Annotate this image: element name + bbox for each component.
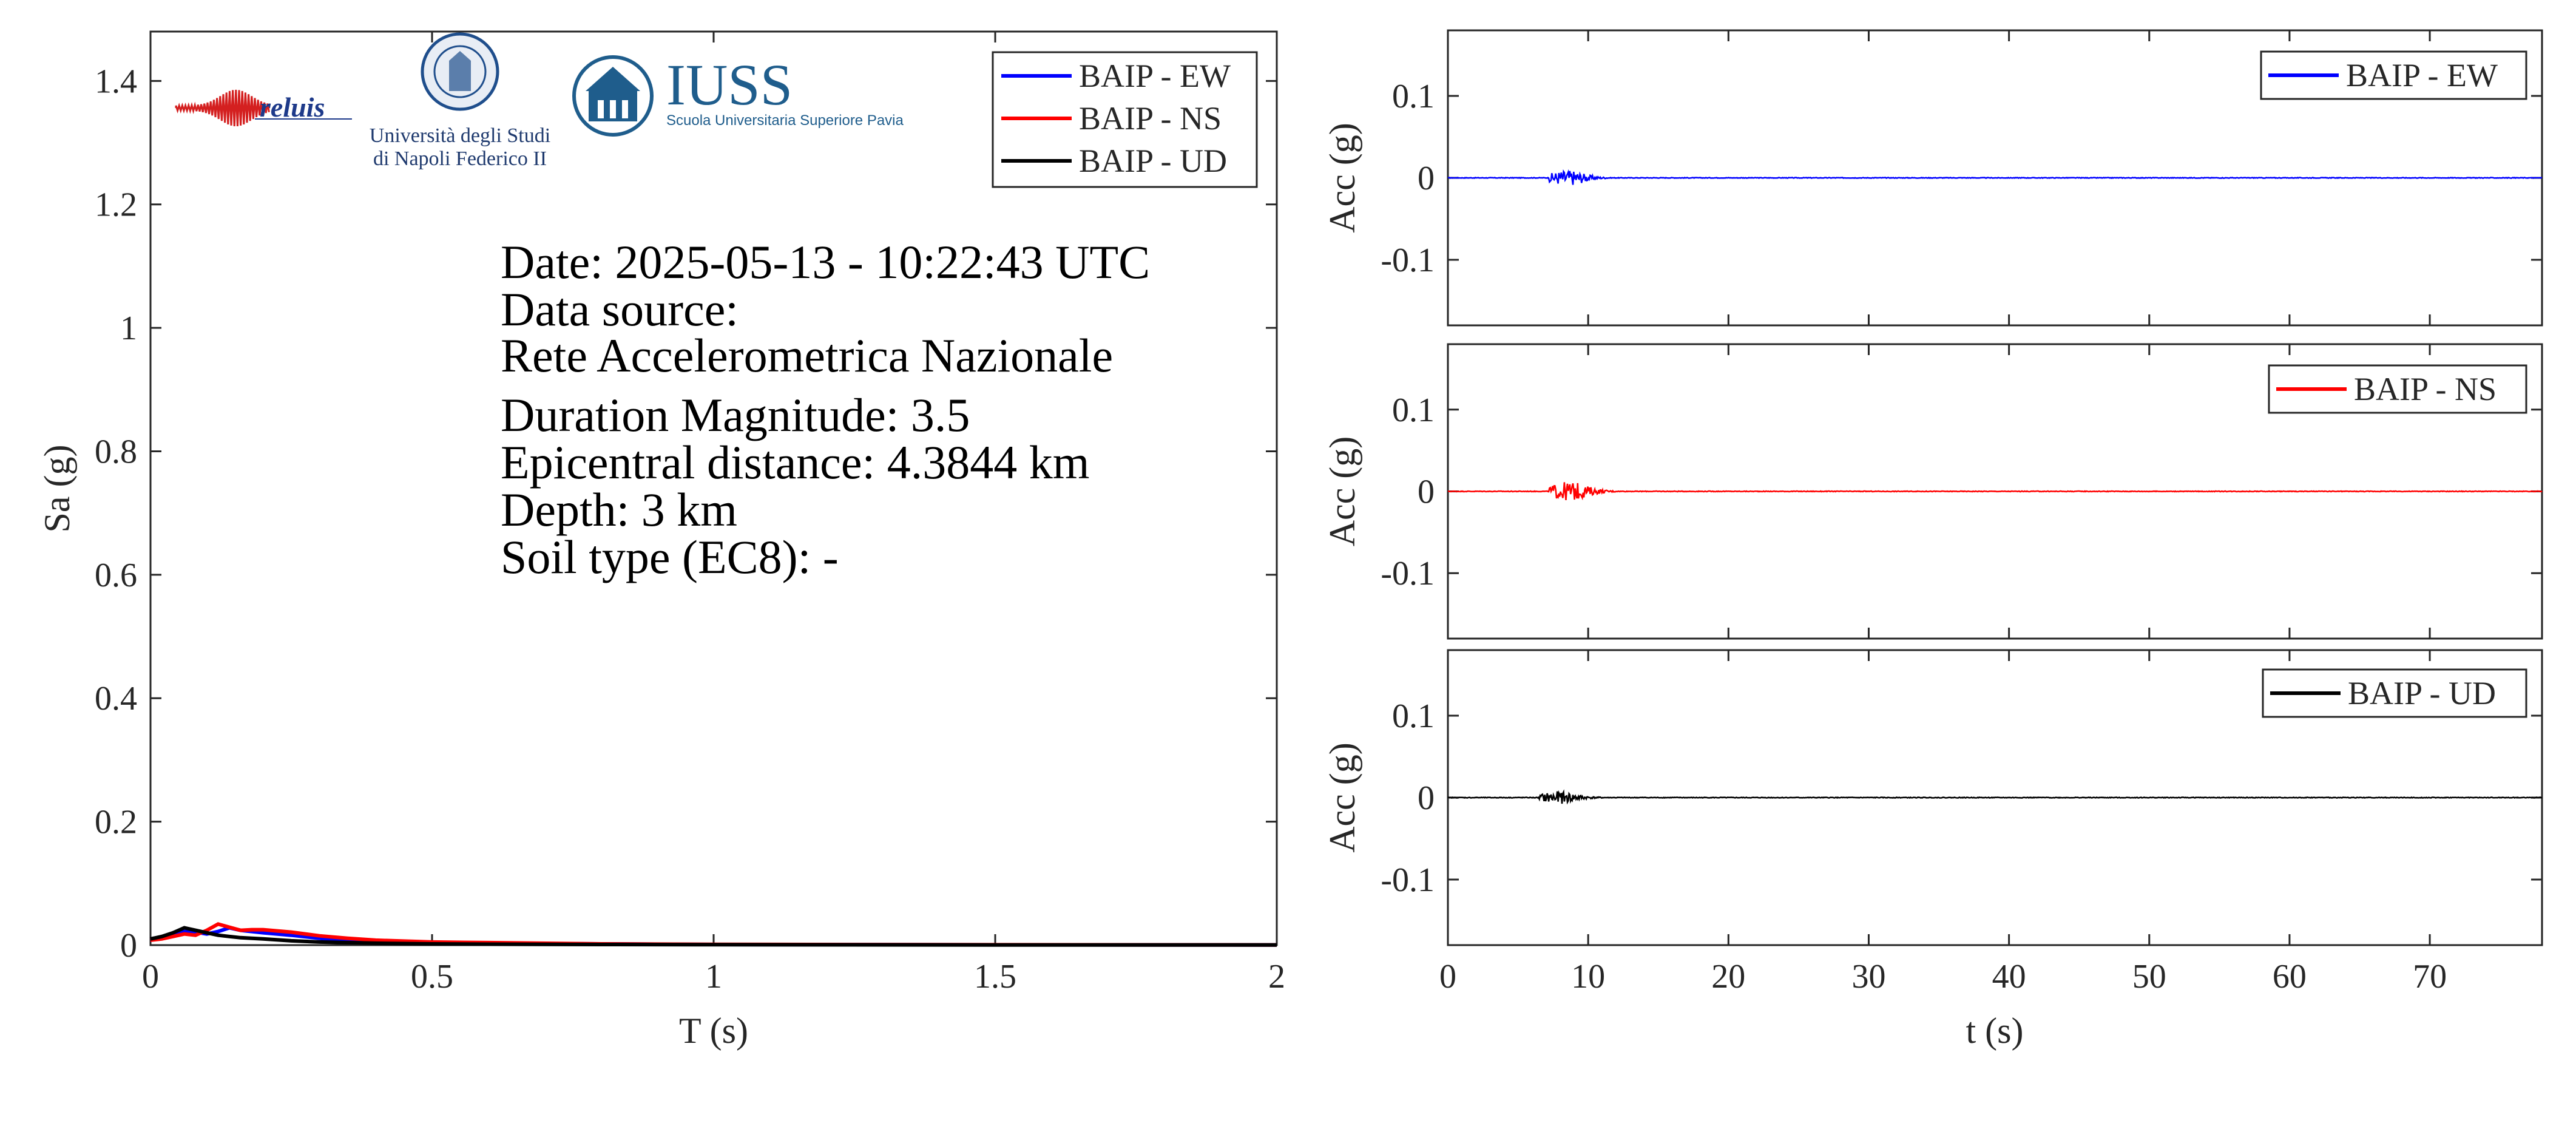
acceleration-charts: -0.1 0 0.1 Acc (g) BAIP - EW -0.1 0 0.1 Acc (g) B…: [1322, 29, 2543, 995]
iuss-emblem-icon: [572, 55, 654, 137]
acc-y-axis-label: Acc (g): [1322, 123, 1362, 233]
acc-legend-label: BAIP - EW: [2346, 57, 2498, 93]
acc-x-tick-label: 70: [2413, 958, 2447, 995]
info-date: Date: 2025-05-13 - 10:22:43 UTC: [501, 236, 1150, 288]
acc-trace-ew: [1447, 169, 2542, 185]
unina-logo: Università degli Studi di Napoli Federic…: [370, 32, 550, 170]
spectrum-x-tick-label: 0.5: [411, 958, 453, 995]
acc-y-axis-label: Acc (g): [1322, 742, 1362, 853]
spectrum-x-tick-label: 1.5: [974, 958, 1016, 995]
spectrum-y-tick-label: 1.4: [95, 63, 137, 100]
info-soil: Soil type (EC8): -: [501, 531, 839, 583]
acc-legend-label: BAIP - UD: [2348, 675, 2496, 711]
acc-y-tick-label: 0: [1418, 779, 1435, 817]
spectrum-x-tick-label: 0: [142, 958, 159, 995]
legend-label-ud: BAIP - UD: [1079, 143, 1227, 179]
unina-name-line2: di Napoli Federico II: [373, 148, 547, 170]
acc-y-tick-label: 0.1: [1392, 697, 1435, 735]
legend-label-ew: BAIP - EW: [1079, 58, 1231, 94]
acc-x-tick-label: 30: [1851, 958, 1885, 995]
spectrum-y-tick-label: 0: [120, 927, 137, 965]
acc-legend-ns: BAIP - NS: [2268, 364, 2527, 414]
spectrum-series-ud: [150, 926, 1277, 947]
iuss-wordmark: IUSS: [666, 52, 793, 117]
info-magnitude: Duration Magnitude: 3.5: [501, 388, 970, 441]
iuss-logo: IUSS Scuola Universitaria Superiore Pavi…: [572, 52, 904, 137]
acc-legend-label: BAIP - NS: [2354, 371, 2497, 407]
spectrum-y-tick-label: 0.6: [95, 557, 137, 594]
acc-legend-ud: BAIP - UD: [2262, 668, 2527, 718]
acc-x-tick-label: 20: [1711, 958, 1745, 995]
acc-trace-ud: [1447, 789, 2543, 805]
spectrum-x-tick-label: 2: [1268, 958, 1285, 995]
acc-y-tick-label: -0.1: [1381, 861, 1435, 899]
spectrum-chart: 0 0.5 1 1.5 2 0 0.2 0.4 0.6 0.8 1 1.2 1.4 T (s) Sa (…: [37, 30, 1285, 1051]
iuss-subtitle: Scuola Universitaria Superiore Pavia: [666, 112, 904, 129]
spectrum-y-tick-label: 1: [120, 310, 137, 347]
acc-x-tick-label: 40: [1992, 958, 2026, 995]
acc-y-tick-label: 0.1: [1392, 392, 1435, 429]
acc-legend-box: [2260, 50, 2527, 100]
info-distance: Epicentral distance: 4.3844 km: [501, 436, 1089, 489]
acc-legend-ew: BAIP - EW: [2260, 50, 2527, 100]
spectrum-y-tick-label: 1.2: [95, 186, 137, 224]
acc-x-tick-label: 0: [1439, 958, 1456, 995]
info-depth: Depth: 3 km: [501, 483, 737, 536]
acc-panel-ew: -0.1 0 0.1 Acc (g) BAIP - EW: [1322, 29, 2543, 327]
spectrum-series: [150, 922, 1277, 947]
spectrum-legend: BAIP - EW BAIP - NS BAIP - UD: [992, 51, 1258, 188]
spectrum-ticks: 0 0.5 1 1.5 2 0 0.2 0.4 0.6 0.8 1 1.2 1.4: [95, 32, 1285, 995]
event-info: Date: 2025-05-13 - 10:22:43 UTC Data sou…: [501, 236, 1150, 583]
reluis-wordmark: reluis: [260, 92, 325, 123]
spectrum-x-axis-label: T (s): [679, 1011, 748, 1051]
time-x-axis-label: t (s): [1966, 1011, 2024, 1051]
reluis-logo: reluis: [175, 89, 352, 126]
spectrum-y-tick-label: 0.2: [95, 804, 137, 841]
acc-panel-ns: -0.1 0 0.1 Acc (g) BAIP - NS: [1322, 343, 2543, 640]
acc-y-tick-label: -0.1: [1381, 242, 1435, 279]
spectrum-y-axis-label: Sa (g): [37, 445, 77, 533]
reluis-seismogram-icon: [175, 89, 270, 126]
info-source-label: Data source:: [501, 283, 739, 336]
acc-y-axis-label: Acc (g): [1322, 436, 1362, 547]
acc-trace-ns: [1447, 482, 2543, 501]
spectrum-y-tick-label: 0.8: [95, 433, 137, 470]
acc-y-tick-label: 0.1: [1392, 78, 1435, 115]
info-source: Rete Accelerometrica Nazionale: [501, 329, 1113, 382]
acc-y-tick-label: -0.1: [1381, 555, 1435, 592]
acc-y-tick-label: 0: [1418, 160, 1435, 197]
unina-name-line1: Università degli Studi: [370, 124, 550, 147]
acc-panel-ud: 0 10 20 30 40 50 60 70 -0.1 0 0.1 Acc (g) BAIP - UD: [1322, 649, 2543, 995]
acc-y-tick-label: 0: [1418, 473, 1435, 511]
spectrum-y-tick-label: 0.4: [95, 680, 137, 717]
acc-x-tick-label: 50: [2132, 958, 2166, 995]
acc-x-tick-label: 60: [2273, 958, 2307, 995]
spectrum-x-tick-label: 1: [705, 958, 722, 995]
acc-x-tick-label: 10: [1571, 958, 1605, 995]
legend-label-ns: BAIP - NS: [1079, 100, 1222, 137]
